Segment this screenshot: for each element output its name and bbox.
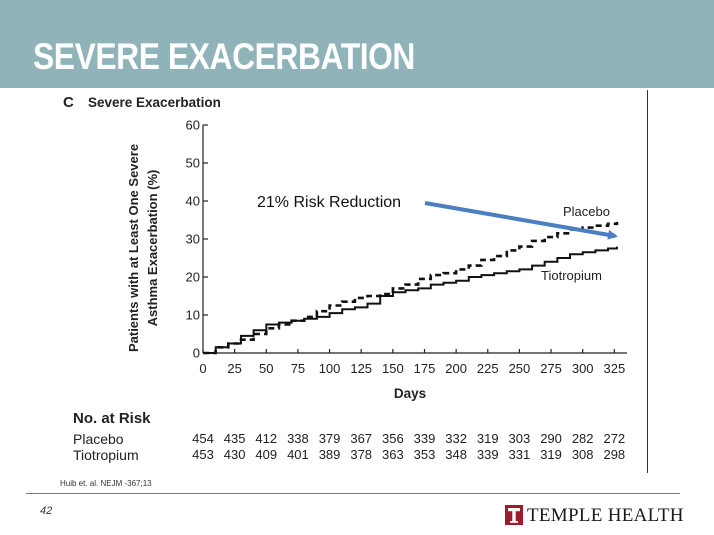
risk-cell: 353 [413, 447, 436, 462]
x-tick-label: 175 [414, 361, 436, 376]
risk-cell: 389 [318, 447, 341, 462]
panel-letter: C [63, 94, 74, 111]
risk-row-label: Tiotropium [73, 447, 139, 463]
x-tick-label: 250 [509, 361, 531, 376]
risk-cell: 356 [381, 431, 404, 446]
risk-cell: 435 [223, 431, 246, 446]
series-line-tiotropium [203, 246, 618, 354]
y-tick-label: 30 [186, 232, 200, 247]
y-tick-label: 60 [186, 118, 200, 133]
panel-title: Severe Exacerbation [88, 95, 221, 110]
y-axis-title-line1: Patients with at Least One Severe [126, 144, 141, 352]
survival-chart: C Severe Exacerbation Patients with at L… [63, 94, 627, 401]
x-tick-label: 325 [603, 361, 625, 376]
y-tick-label: 50 [186, 156, 200, 171]
y-tick-label: 0 [193, 346, 200, 361]
risk-cell: 348 [445, 447, 467, 462]
risk-row-values: 453 430 409 401 389 378 363 353 348 339 331 319 308 2… [189, 447, 629, 463]
x-tick-label: 150 [382, 361, 404, 376]
risk-cell: 282 [571, 431, 594, 446]
page-number: 42 [40, 505, 53, 517]
risk-row-values: 454 435 412 338 379 367 356 339 332 319 303 290 282 2… [189, 431, 629, 447]
logo-text: TEMPLE HEALTH [527, 505, 684, 526]
x-tick-label: 50 [259, 361, 273, 376]
risk-table-heading: No. at Risk [73, 410, 151, 427]
y-axis-title: Patients with at Least One Severe Asthma… [126, 144, 160, 352]
risk-cell: 379 [318, 431, 341, 446]
risk-cell: 319 [476, 431, 499, 446]
risk-cell: 412 [255, 431, 278, 446]
risk-cell: 331 [508, 447, 531, 462]
x-tick-label: 75 [291, 361, 305, 376]
risk-cell: 401 [287, 447, 309, 462]
series-label-tiotropium: Tiotropium [541, 268, 602, 283]
footer-divider [26, 493, 680, 494]
x-tick-label: 200 [445, 361, 467, 376]
risk-cell: 453 [192, 447, 214, 462]
risk-cell: 339 [413, 431, 436, 446]
risk-cell: 332 [445, 431, 467, 446]
annotation-arrow [424, 201, 618, 240]
x-tick-label: 0 [199, 361, 206, 376]
risk-cell: 454 [192, 431, 214, 446]
x-tick-label: 300 [572, 361, 594, 376]
risk-cell: 303 [508, 431, 531, 446]
risk-cell: 339 [476, 447, 499, 462]
risk-cell: 290 [540, 431, 562, 446]
x-axis-title: Days [394, 386, 426, 401]
risk-row-tiotropium: Tiotropium 453 430 409 401 389 378 363 353 348 33… [73, 447, 643, 463]
series-layer [203, 221, 619, 355]
title-banner: SEVERE EXACERBATION [0, 0, 714, 88]
x-tick-label: 125 [350, 361, 372, 376]
x-tick-label: 25 [227, 361, 241, 376]
risk-cell: 338 [287, 431, 309, 446]
risk-cell: 378 [350, 447, 373, 462]
y-axis-title-line2: Asthma Exacerbation (%) [145, 170, 160, 327]
series-line-placebo [203, 221, 619, 355]
figure-border [647, 90, 648, 473]
temple-t-logo-icon [505, 505, 523, 525]
risk-cell: 430 [223, 447, 246, 462]
temple-health-logo: TEMPLE HEALTH [505, 505, 683, 526]
citation: Huib et. al. NEJM -367;13 [60, 479, 152, 488]
annotation-text: 21% Risk Reduction [257, 194, 401, 211]
risk-cell: 409 [255, 447, 278, 462]
risk-row-placebo: Placebo 454 435 412 338 379 367 356 339 332 319 30… [73, 431, 643, 447]
figure-panel: C Severe Exacerbation Patients with at L… [60, 90, 648, 473]
risk-cell: 308 [571, 447, 594, 462]
y-tick-label: 10 [186, 308, 200, 323]
slide-title: SEVERE EXACERBATION [33, 36, 415, 77]
risk-cell: 319 [540, 447, 562, 462]
risk-cell: 298 [603, 447, 626, 462]
risk-row-label: Placebo [73, 431, 124, 447]
y-tick-label: 40 [186, 194, 200, 209]
risk-cell: 272 [603, 431, 626, 446]
y-tick-label: 20 [186, 270, 200, 285]
risk-cell: 363 [381, 447, 404, 462]
risk-cell: 367 [350, 431, 373, 446]
series-label-placebo: Placebo [563, 204, 610, 219]
axes: 0 10 20 30 40 50 60 0 25 50 75 100 125 150 175 200 225 25… [186, 118, 627, 376]
x-tick-label: 100 [319, 361, 341, 376]
x-tick-label: 225 [477, 361, 499, 376]
x-tick-label: 275 [540, 361, 562, 376]
